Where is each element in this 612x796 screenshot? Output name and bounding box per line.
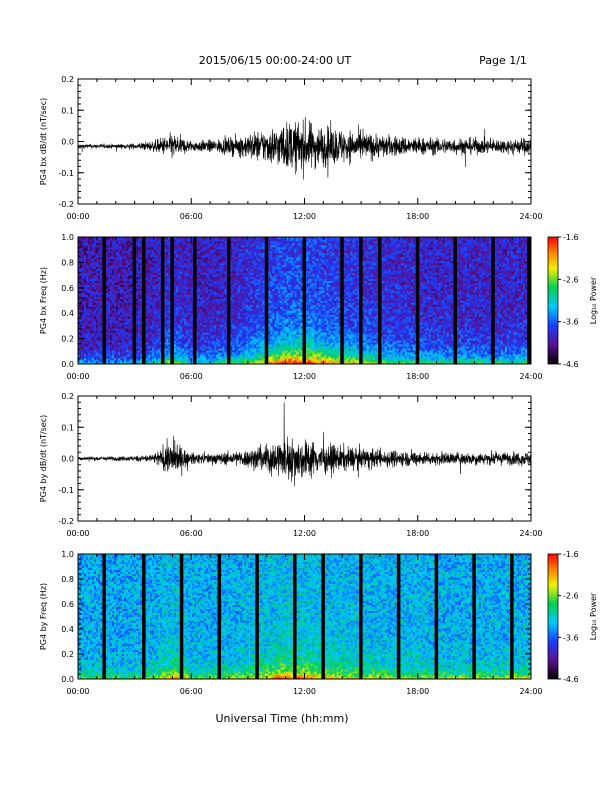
- page-title: 2015/06/15 00:00-24:00 UT: [199, 54, 352, 67]
- bx-dbdt-y-axis-label: PG4 bx dB/dt (nT/sec): [39, 98, 48, 185]
- bx-series-line: [78, 117, 531, 179]
- bx-dbdt-y-tick-label: -0.1: [58, 169, 74, 178]
- bx-dbdt-x-tick-label: 18:00: [406, 212, 429, 221]
- bx-dbdt-x-tick-label: 24:00: [519, 212, 542, 221]
- bx-dbdt-x-tick-label: 12:00: [293, 212, 316, 221]
- bx-dbdt-y-tick-label: -0.2: [58, 200, 74, 209]
- bx-dbdt-y-tick-label: 0.0: [61, 138, 74, 147]
- bx-dbdt-y-tick-label: 0.1: [61, 106, 74, 115]
- bx-dbdt-y-tick-label: 0.2: [61, 75, 74, 84]
- bx-dbdt-x-tick-label: 06:00: [180, 212, 203, 221]
- page-number: Page 1/1: [479, 54, 527, 67]
- panels-group: 00:00 06:00 12:00 18:00 24:00 0.2 0.1 0.0 -0.1 -0…: [39, 75, 598, 696]
- bx-dbdt-x-tick-label: 00:00: [66, 212, 89, 221]
